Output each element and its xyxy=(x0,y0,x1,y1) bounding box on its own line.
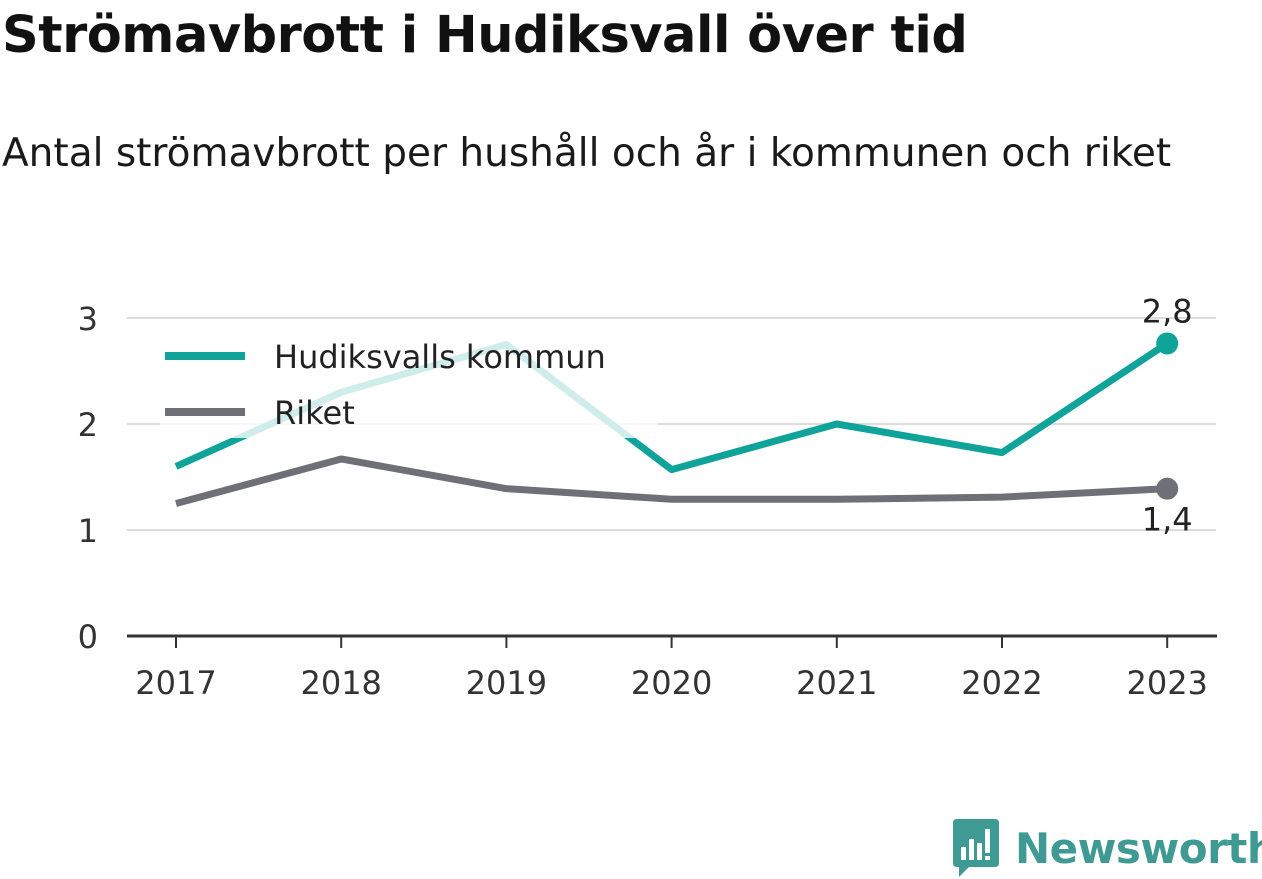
y-tick-label: 1 xyxy=(78,512,98,550)
series-line-riket xyxy=(175,455,1168,507)
legend-label-hudiksvall: Hudiksvalls kommun xyxy=(274,338,606,376)
newsworthy-logo: Newsworthy xyxy=(951,817,1262,879)
y-tick-label: 2 xyxy=(78,406,98,444)
y-tick-label: 3 xyxy=(78,300,98,338)
brand-name: Newsworthy xyxy=(1015,823,1262,873)
x-tick-label: 2021 xyxy=(796,664,877,702)
chart-subtitle: Antal strömavbrott per hushåll och år i … xyxy=(2,131,1172,176)
end-dot-hudiksvall xyxy=(1156,332,1179,355)
x-tick-label: 2020 xyxy=(631,664,712,702)
x-tick-label: 2017 xyxy=(135,664,216,702)
newsworthy-chart-icon xyxy=(953,819,999,877)
end-dot-riket xyxy=(1156,477,1179,500)
line-chart: 0 1 2 3 2017 2018 2019 2020 2021 2022 2023 Hudiksva… xyxy=(78,292,1217,702)
legend-label-riket: Riket xyxy=(274,394,355,432)
x-tick-label: 2023 xyxy=(1126,664,1207,702)
end-label-hudiksvall: 2,8 xyxy=(1142,292,1193,330)
x-tick-label: 2019 xyxy=(466,664,547,702)
legend-backdrop xyxy=(160,334,658,438)
chart-title: Strömavbrott i Hudiksvall över tid xyxy=(2,6,968,65)
y-tick-label: 0 xyxy=(78,618,98,656)
x-tick-label: 2022 xyxy=(961,664,1042,702)
x-tick-label: 2018 xyxy=(300,664,381,702)
end-label-riket: 1,4 xyxy=(1142,501,1193,539)
